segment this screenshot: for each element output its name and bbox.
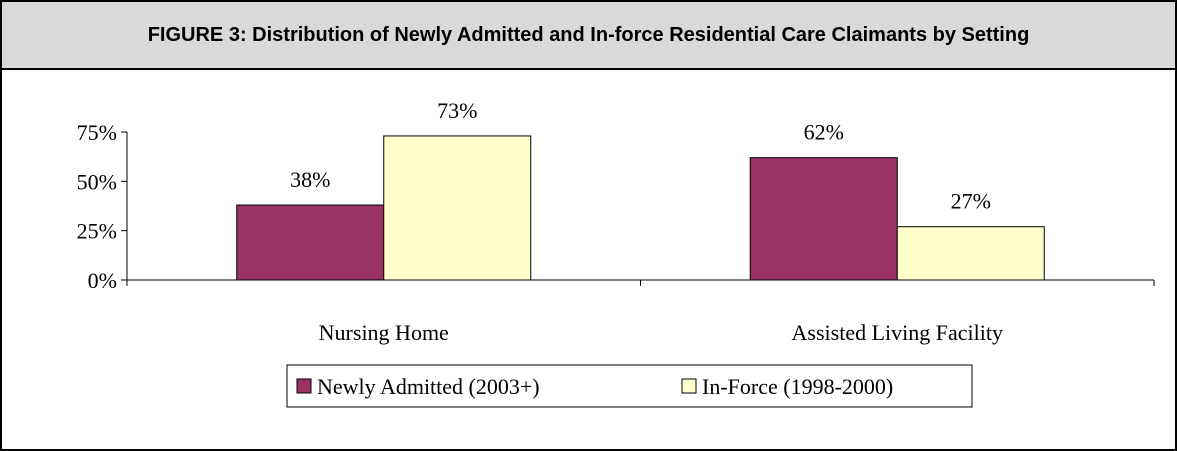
y-tick-label: 50% [77, 169, 117, 194]
legend-label: In-Force (1998-2000) [702, 374, 893, 399]
x-tick-label: Nursing Home [319, 320, 449, 345]
x-tick-label: Assisted Living Facility [792, 320, 1003, 345]
bar [749, 157, 898, 281]
legend-label: Newly Admitted (2003+) [317, 374, 540, 399]
data-label: 38% [290, 167, 330, 192]
y-tick-label: 75% [77, 120, 117, 145]
bar [383, 135, 532, 281]
bar [896, 226, 1045, 281]
data-label: 62% [804, 120, 844, 145]
y-axis: 0% 25% 50% 75% [77, 120, 128, 293]
data-label: 27% [951, 189, 991, 214]
bar-chart: 0% 25% 50% 75% Nursing Home Assisted Living … [77, 98, 1155, 408]
legend-swatch [296, 378, 312, 394]
y-tick-label: 0% [88, 268, 117, 293]
bars [236, 135, 1045, 281]
x-axis: Nursing Home Assisted Living Facility [126, 279, 1155, 345]
legend: Newly Admitted (2003+) In-Force (1998-200… [286, 364, 973, 408]
data-label: 73% [437, 98, 477, 123]
legend-swatch [681, 378, 697, 394]
bar [236, 204, 385, 281]
legend-box [286, 364, 973, 408]
data-labels: 38% 73% 62% 27% [290, 98, 991, 214]
y-tick-label: 25% [77, 219, 117, 244]
chart-title: FIGURE 3: Distribution of Newly Admitted… [2, 2, 1175, 70]
